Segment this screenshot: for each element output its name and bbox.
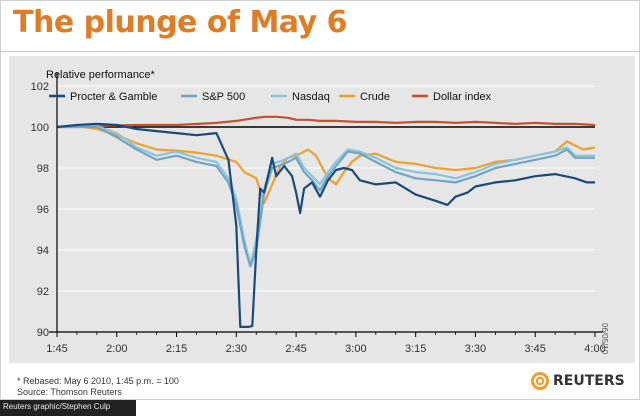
reuters-dot-logo-icon xyxy=(531,372,549,390)
series-line-s-p-500 xyxy=(57,125,595,268)
legend-label-procter-gamble: Procter & Gamble xyxy=(70,91,157,103)
series-line-dollar-index xyxy=(56,115,596,129)
legend-label-dollar-index: Dollar index xyxy=(433,91,492,103)
page-title: The plunge of May 6 xyxy=(13,5,348,40)
x-tick-label: 3:30 xyxy=(465,343,486,355)
grid-layer xyxy=(57,85,595,333)
series-line-procter-gamble xyxy=(56,122,595,328)
x-tick-label: 2:30 xyxy=(226,343,247,355)
x-tick-label: 2:15 xyxy=(166,343,187,355)
reuters-wordmark: REUTERS xyxy=(553,373,625,389)
y-tick-label: 102 xyxy=(31,81,49,93)
footnote-rebased: * Rebased: May 6 2010, 1:45 p.m. = 100 xyxy=(17,376,179,386)
y-tick-label: 96 xyxy=(37,204,49,216)
y-tick-label: 98 xyxy=(37,163,49,175)
legend-label-s-p-500: S&P 500 xyxy=(202,91,245,103)
legend-label-crude: Crude xyxy=(360,91,390,103)
side-date: 06/05/10 xyxy=(600,323,609,355)
legend: Procter & Gamble S&P 500 Nasdaq Crude Dollar… xyxy=(49,91,492,103)
x-tick-label: 2:45 xyxy=(285,343,306,355)
graphic-frame: The plunge of May 6 90 92 94 96 98 100 102 Rela… xyxy=(0,0,640,400)
chart-panel: 90 92 94 96 98 100 102 Relative performance* 1:4… xyxy=(9,56,635,363)
x-tick-label: 3:15 xyxy=(405,343,426,355)
footnote-source: Source: Thomson Reuters xyxy=(17,387,122,397)
graphic-credit: Reuters graphic/Stephen Culp xyxy=(3,402,111,411)
y-axis-title: Relative performance* xyxy=(46,69,156,81)
title-divider xyxy=(1,51,639,52)
x-tick-label: 3:00 xyxy=(345,343,366,355)
series-line-nasdaq xyxy=(57,124,595,266)
y-tick-label: 94 xyxy=(37,245,49,257)
y-tick-label: 90 xyxy=(37,327,49,339)
y-tick-label: 100 xyxy=(31,122,49,134)
x-tick-label: 2:00 xyxy=(106,343,127,355)
reuters-logo: REUTERS xyxy=(530,371,625,391)
series-layer xyxy=(56,115,596,328)
y-tick-label: 92 xyxy=(37,286,49,298)
x-tick-label: 1:45 xyxy=(46,343,67,355)
credit-bar: Reuters graphic/Stephen Culp xyxy=(0,400,136,416)
legend-label-nasdaq: Nasdaq xyxy=(292,91,330,103)
x-tick-label: 3:45 xyxy=(525,343,546,355)
x-tick-label: 4:00 xyxy=(584,343,605,355)
